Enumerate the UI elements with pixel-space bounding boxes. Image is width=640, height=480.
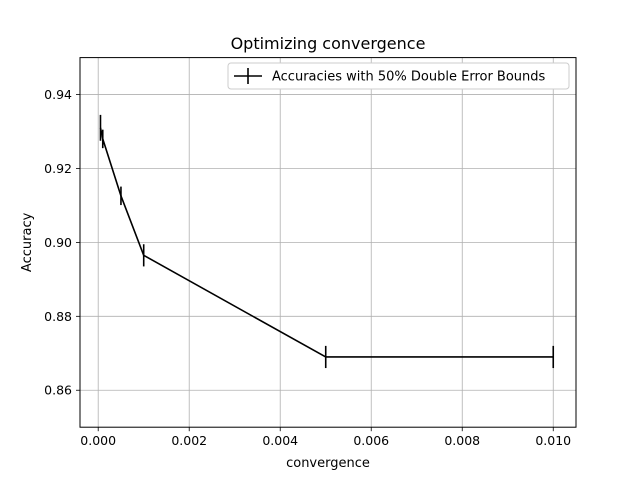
legend-label: Accuracies with 50% Double Error Bounds [272,70,546,85]
legend-box [227,62,570,90]
y-tick-label: 0.94 [44,87,72,102]
x-tick-label: 0.006 [353,433,389,448]
series-layer [99,114,555,369]
chart-title: Optimizing convergence [231,34,426,53]
x-tick-label: 0.004 [262,433,298,448]
x-tick-label: 0.000 [80,433,116,448]
ticks: 0.000 0.002 0.004 0.006 0.008 0.010 0.86 0.88 0.… [44,87,571,448]
x-tick-label: 0.002 [171,433,207,448]
y-tick-label: 0.86 [44,383,72,398]
legend: Accuracies with 50% Double Error Bounds [227,62,570,90]
y-tick-label: 0.88 [44,309,72,324]
y-tick-label: 0.92 [44,161,72,176]
x-axis-label: convergence [286,456,370,471]
x-tick-label: 0.008 [444,433,480,448]
x-tick-label: 0.010 [535,433,571,448]
y-tick-label: 0.90 [44,235,72,250]
y-axis-label: Accuracy [20,212,35,272]
grid [80,57,576,428]
